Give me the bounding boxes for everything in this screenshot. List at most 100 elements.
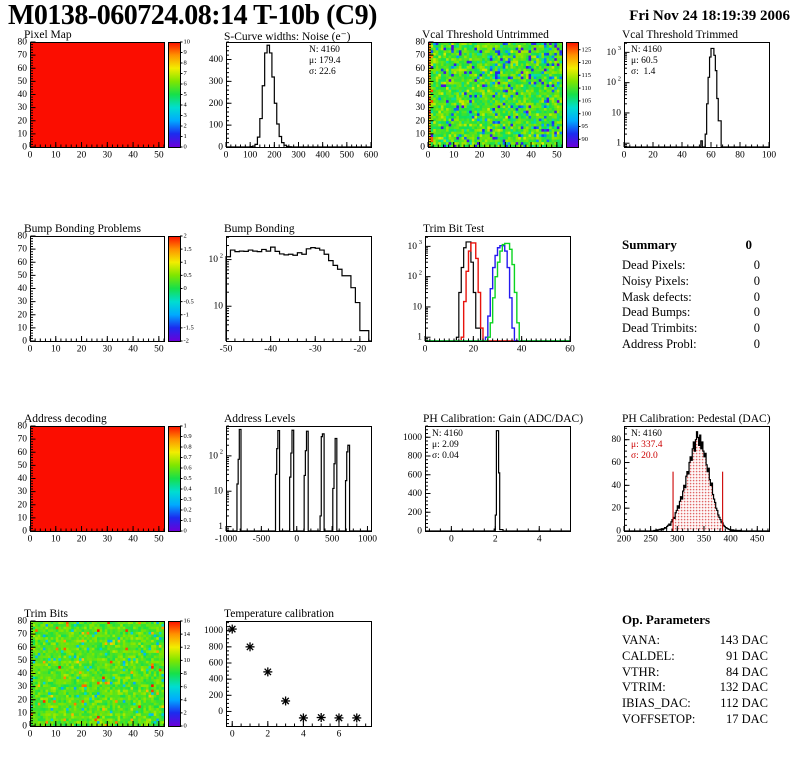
plot-title: S-Curve widths: Noise (e⁻): [224, 31, 351, 43]
text-row-label: VANA:: [622, 633, 660, 647]
text-row-label: VOFFSETOP:: [622, 711, 696, 726]
stats-line: N: 4160: [309, 45, 340, 55]
plot-title: Address decoding: [24, 413, 107, 425]
stats-line: μ: 60.5: [631, 56, 658, 66]
plot-title: Trim Bits: [24, 608, 69, 620]
stats-line: σ: 22.6: [309, 67, 336, 77]
ph-calibration-gain-adc-dac-canvas: [398, 414, 597, 554]
text-row-value: 0: [753, 289, 760, 304]
vcal-threshold-trimmed-canvas: [597, 30, 796, 170]
stats-box: N: 4160 μ: 337.4 σ: 20.0: [631, 429, 662, 462]
plot-title: PH Calibration: Pedestal (DAC): [622, 413, 771, 425]
text-row-label: Mask defects:: [622, 289, 692, 304]
text-row: Noisy Pixels: 0: [622, 274, 760, 290]
text-row: VTRIM: 132 DAC: [622, 680, 768, 696]
text-row-value: 17 DAC: [725, 711, 768, 726]
text-row-value: 0: [753, 273, 760, 288]
panel-s-curve-widths-noise-e: S-Curve widths: Noise (e⁻) N: 4160 μ: 179.…: [199, 30, 398, 170]
text-row-value: 84 DAC: [725, 664, 768, 679]
panel-ph-calibration-pedestal-dac: PH Calibration: Pedestal (DAC) N: 4160 μ: …: [597, 413, 796, 554]
text-row: VOFFSETOP: 17 DAC: [622, 712, 768, 728]
plot-title: Vcal Threshold Trimmed: [622, 29, 739, 41]
stats-box: N: 4160 μ: 179.4 σ: 22.6: [309, 45, 340, 78]
plot-title: Temperature calibration: [224, 608, 334, 620]
stats-box: N: 4160 μ: 60.5 σ: 1.4: [631, 45, 662, 78]
plot-title: Bump Bonding Problems: [24, 223, 141, 235]
panel-trim-bit-test: Trim Bit Test: [398, 223, 597, 364]
s-curve-widths-noise-e-canvas: [199, 30, 398, 170]
panel-vcal-threshold-untrimmed: Vcal Threshold Untrimmed: [398, 29, 597, 170]
trim-bit-test-canvas: [398, 224, 597, 364]
text-row-label: Address Probl:: [622, 336, 697, 351]
text-row-label: Dead Trimbits:: [622, 321, 698, 336]
text-row-value: 0: [753, 258, 760, 272]
plot-title: Pixel Map: [24, 29, 72, 41]
stats-line: σ: 0.04: [432, 451, 459, 461]
text-row-value: 112 DAC: [720, 696, 768, 711]
op-parameters-title: Op. Parameters: [622, 612, 711, 627]
text-row-label: Noisy Pixels:: [622, 273, 690, 288]
text-row-value: 143 DAC: [719, 633, 768, 647]
summary-total: 0: [745, 237, 753, 252]
text-row: VANA: 143 DAC: [622, 633, 768, 649]
text-row-value: 91 DAC: [725, 648, 768, 663]
panel-bump-bonding-problems: Bump Bonding Problems: [0, 223, 199, 364]
vcal-threshold-untrimmed-canvas: [398, 30, 597, 170]
text-row: VTHR: 84 DAC: [622, 665, 768, 681]
op-parameters-rows: VANA: 143 DAC CALDEL: 91 DAC VTHR: 84 DAC VTRI…: [622, 633, 768, 728]
summary-title: Summary: [622, 237, 677, 252]
op-parameters-panel: Op. Parameters VANA: 143 DAC CALDEL: 91 DAC…: [622, 612, 768, 728]
stats-line: N: 4160: [631, 429, 662, 439]
timestamp: Fri Nov 24 18:19:39 2006: [629, 8, 790, 24]
text-row-label: IBIAS_DAC:: [622, 696, 691, 711]
text-row-value: 0: [753, 305, 760, 320]
op-parameters-header: Op. Parameters: [622, 612, 768, 628]
text-row-label: CALDEL:: [622, 648, 675, 663]
address-decoding-canvas: [0, 414, 199, 554]
plot-title: PH Calibration: Gain (ADC/DAC): [423, 413, 584, 425]
bump-bonding-canvas: [199, 224, 398, 364]
address-levels-canvas: [199, 414, 398, 554]
plot-title: Trim Bit Test: [423, 223, 485, 235]
panel-address-decoding: Address decoding: [0, 413, 199, 554]
pixel-map-canvas: [0, 30, 199, 170]
text-row: CALDEL: 91 DAC: [622, 649, 768, 665]
panel-address-levels: Address Levels: [199, 413, 398, 554]
text-row: Mask defects: 0: [622, 290, 760, 306]
text-row: IBIAS_DAC: 112 DAC: [622, 696, 768, 712]
stats-line: σ: 1.4: [631, 67, 656, 77]
stats-line: N: 4160: [432, 429, 463, 439]
plot-title: Vcal Threshold Untrimmed: [422, 29, 549, 41]
text-row-label: Dead Bumps:: [622, 305, 691, 320]
stats-line: μ: 2.09: [432, 440, 459, 450]
page-title: M0138-060724.08:14 T-10b (C9): [8, 0, 377, 31]
plot-title: Address Levels: [224, 413, 296, 425]
text-row-value: 0: [753, 336, 760, 351]
text-row-label: Dead Pixels:: [622, 258, 686, 272]
text-row: Dead Pixels: 0: [622, 258, 760, 274]
plot-title: Bump Bonding: [224, 223, 295, 235]
text-row: Dead Trimbits: 0: [622, 321, 760, 337]
text-row: Dead Bumps: 0: [622, 305, 760, 321]
panel-temperature-calibration: Temperature calibration: [199, 608, 398, 749]
stats-line: N: 4160: [631, 45, 662, 55]
temperature-calibration-canvas: [199, 609, 398, 749]
bump-bonding-problems-canvas: [0, 224, 199, 364]
ph-calibration-pedestal-dac-canvas: [597, 414, 796, 554]
panel-ph-calibration-gain-adc-dac: PH Calibration: Gain (ADC/DAC) N: 4160 μ: …: [398, 413, 597, 554]
stats-line: μ: 337.4: [631, 440, 663, 450]
text-row: Address Probl: 0: [622, 337, 760, 353]
text-row-label: VTHR:: [622, 664, 660, 679]
panel-vcal-threshold-trimmed: Vcal Threshold Trimmed N: 4160 μ: 60.5 σ: 1…: [597, 29, 796, 170]
stats-line: σ: 20.0: [631, 451, 658, 461]
summary-rows: Dead Pixels: 0 Noisy Pixels: 0 Mask defects:…: [622, 258, 760, 353]
text-row-value: 0: [753, 321, 760, 336]
summary-header: Summary 0: [622, 237, 760, 253]
panel-bump-bonding: Bump Bonding: [199, 223, 398, 364]
trim-bits-canvas: [0, 609, 199, 749]
stats-box: N: 4160 μ: 2.09 σ: 0.04: [432, 429, 463, 462]
stats-line: μ: 179.4: [309, 56, 341, 66]
panel-trim-bits: Trim Bits: [0, 608, 199, 749]
text-row-label: VTRIM:: [622, 680, 666, 695]
